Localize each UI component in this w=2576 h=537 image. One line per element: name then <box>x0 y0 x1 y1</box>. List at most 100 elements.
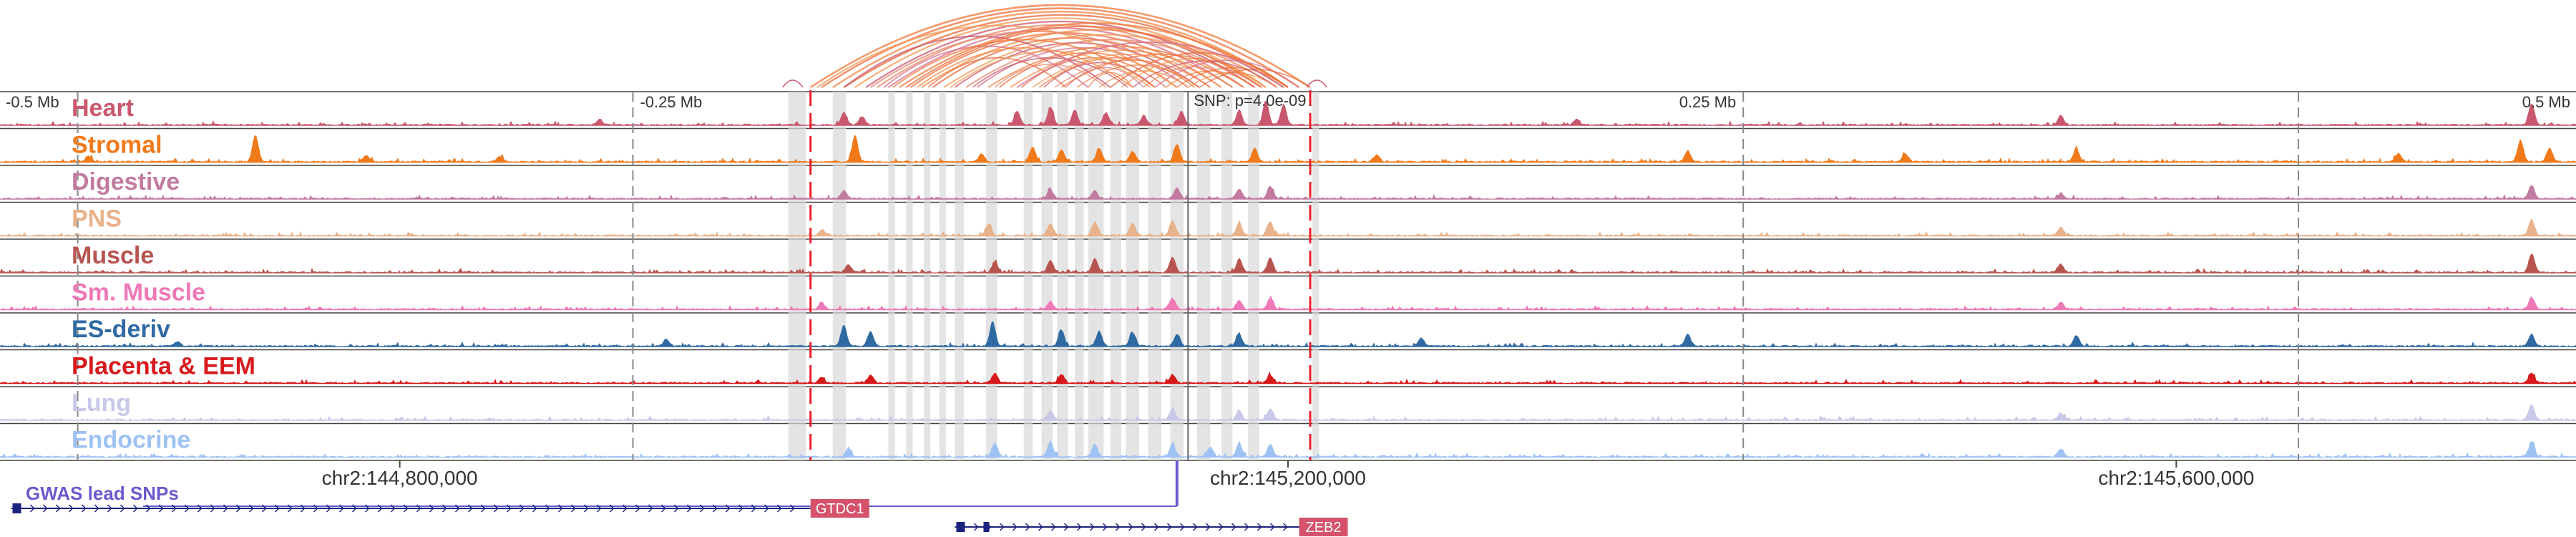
loop-arc <box>821 7 1300 89</box>
loop-arc <box>854 17 1267 88</box>
highlight-band <box>1221 92 1233 460</box>
strand-chevron <box>1244 523 1249 531</box>
loop-arc <box>865 20 1256 88</box>
distance-tick-label: -0.5 Mb <box>6 93 59 111</box>
loop-arc <box>843 35 1111 88</box>
strand-chevron <box>751 504 756 513</box>
strand-chevron <box>390 504 396 513</box>
highlight-band <box>888 92 895 460</box>
exon-block <box>983 522 990 532</box>
track-label: ES-deriv <box>72 316 170 343</box>
distance-tick-label: 0.25 Mb <box>1679 93 1737 111</box>
signal-track-6 <box>0 321 2576 347</box>
gene-annotation-track: GTDC1 ZEB2 <box>11 499 1348 536</box>
highlight-band <box>1057 92 1068 460</box>
loop-arc <box>1060 54 1262 88</box>
strand-chevron <box>326 504 331 513</box>
loop-arc <box>1143 66 1244 88</box>
strand-chevron <box>68 504 74 513</box>
strand-chevron <box>55 504 61 513</box>
strand-chevron <box>673 504 679 513</box>
strand-chevron <box>635 504 640 513</box>
coordinate-tick-label: chr2:144,800,000 <box>322 467 478 489</box>
track-label: Sm. Muscle <box>72 279 205 306</box>
strand-chevron <box>557 504 563 513</box>
loop-arcs-layer <box>782 4 1327 89</box>
strand-chevron <box>403 504 409 513</box>
highlight-band <box>1126 92 1139 460</box>
gene-name-tag <box>1299 518 1348 536</box>
strand-chevron <box>467 504 473 513</box>
loop-arc <box>1010 49 1233 88</box>
tracks-frame <box>0 91 2576 461</box>
strand-chevron <box>1192 523 1198 531</box>
signal-track-1 <box>0 135 2576 163</box>
focus-snp-label: SNP: p=4.0e-09 <box>1194 92 1306 110</box>
gene-name-label: GTDC1 <box>816 501 864 517</box>
gene-name-label: ZEB2 <box>1306 520 1342 536</box>
strand-chevron <box>1218 523 1224 531</box>
strand-chevron <box>973 523 979 531</box>
strand-chevron <box>1153 523 1159 531</box>
signal-track-4 <box>0 253 2576 274</box>
strand-chevron <box>313 504 318 513</box>
highlight-band <box>924 92 931 460</box>
strand-chevron <box>545 504 550 513</box>
track-label: Muscle <box>72 242 154 269</box>
loop-arc <box>950 50 1151 88</box>
loop-arc <box>892 39 1156 88</box>
strand-chevron <box>712 504 718 513</box>
exon-block <box>12 503 21 513</box>
strand-chevron <box>1076 523 1082 531</box>
strand-chevron <box>763 504 769 513</box>
strand-chevron <box>493 504 499 513</box>
strand-chevron <box>248 504 254 513</box>
signal-track-8 <box>0 404 2576 421</box>
strand-chevron <box>1128 523 1133 531</box>
loop-arc <box>905 25 1262 88</box>
strand-chevron <box>1102 523 1108 531</box>
strand-chevron <box>132 504 138 513</box>
strand-chevron <box>300 504 306 513</box>
strand-chevron <box>1038 523 1043 531</box>
signal-track-9 <box>0 440 2576 458</box>
gene-name-tag <box>810 499 869 518</box>
strand-chevron <box>480 504 486 513</box>
strand-chevron <box>29 504 35 513</box>
loop-arc <box>832 11 1289 89</box>
highlight-band <box>1041 92 1053 460</box>
strand-chevron <box>596 504 602 513</box>
strand-chevron <box>1115 523 1121 531</box>
strand-chevron <box>999 523 1005 531</box>
strand-chevron <box>287 504 293 513</box>
exon-block <box>956 522 965 532</box>
strand-chevron <box>377 504 383 513</box>
highlight-band <box>955 92 964 460</box>
loop-arc <box>1306 79 1327 88</box>
strand-chevron <box>223 504 228 513</box>
strand-chevron <box>416 504 421 513</box>
strand-chevron <box>184 504 190 513</box>
loop-arc <box>810 4 1311 89</box>
coordinate-tick-label: chr2:145,200,000 <box>1210 467 1366 489</box>
strand-chevron <box>686 504 692 513</box>
loop-arc <box>994 64 1107 88</box>
highlight-band <box>906 92 913 460</box>
highlight-band <box>788 92 806 460</box>
signal-track-2 <box>0 185 2576 200</box>
strand-chevron <box>622 504 628 513</box>
strand-chevron <box>42 504 48 513</box>
loop-arc <box>883 45 1089 88</box>
loop-arc <box>927 57 1067 88</box>
highlight-band <box>1170 92 1184 460</box>
strand-chevron <box>1257 523 1262 531</box>
signal-track-3 <box>0 218 2576 237</box>
strand-chevron <box>145 504 151 513</box>
loop-arc <box>1043 62 1156 88</box>
strand-chevron <box>1012 523 1018 531</box>
highlight-band <box>1148 92 1162 460</box>
highlight-band <box>1088 92 1104 460</box>
strand-chevron <box>1179 523 1185 531</box>
track-label: Placenta & EEM <box>72 353 255 380</box>
